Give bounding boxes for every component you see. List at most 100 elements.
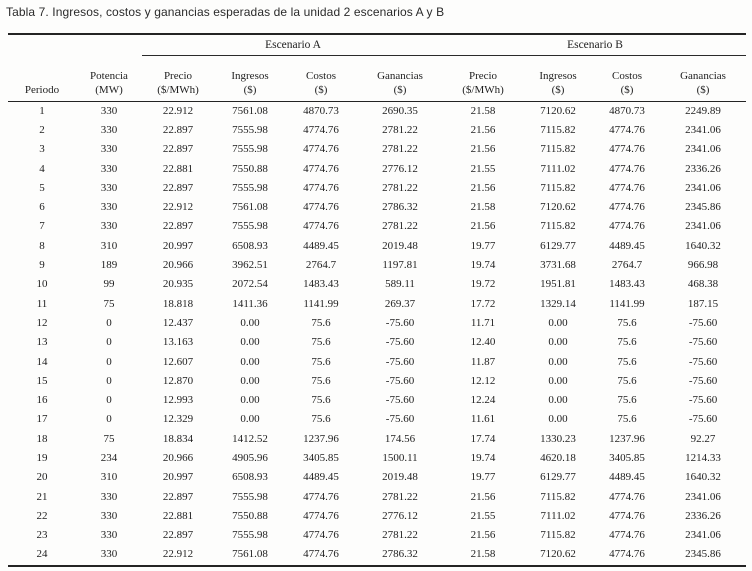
column-header-line1: Ingresos [231,69,269,82]
column-header-line1: Ganancias [377,69,423,82]
table-cell: 174.56 [384,432,416,445]
table-cell: 0 [106,316,112,329]
column-header-line1: Ingresos [539,69,577,82]
table-cell: 4774.76 [303,123,339,136]
table-cell: 310 [100,471,118,484]
table-cell: 1141.99 [303,297,339,310]
table-cell: 7555.98 [232,181,268,194]
table-cell: 4489.45 [303,471,339,484]
table-cell: 6129.77 [540,239,576,252]
table-cell: 14 [36,355,48,368]
table-cell: 2341.06 [685,490,721,503]
table-cell: 19.74 [470,451,496,464]
table-cell: 92.27 [690,432,716,445]
table-cell: 21 [36,490,48,503]
table-cell: 2776.12 [382,509,418,522]
table-row: 23 330 22.897 7555.98 4774.76 2781.22 21.56 711… [8,526,746,545]
table-cell: 17 [36,413,48,426]
table-cell: 966.98 [687,259,719,272]
column-header-costos-b: Costos ($) [594,55,661,102]
table-cell: 22.881 [162,162,194,175]
table-cell: 19.77 [470,471,496,484]
table-cell: 75.6 [617,336,637,349]
table-cell: 189 [100,259,118,272]
table-cell: 4774.76 [303,548,339,561]
table-cell: 22.912 [162,201,194,214]
table-cell: 4774.76 [303,143,339,156]
table-cell: 21.56 [470,181,496,194]
table-cell: 6129.77 [540,471,576,484]
table-cell: 4870.73 [609,104,645,117]
table-cell: 15 [36,374,48,387]
table-cell: 13 [36,336,48,349]
table-cell: 330 [100,529,118,542]
table-cell: 75 [103,297,115,310]
table-cell: 21.58 [470,104,496,117]
table-cell: -75.60 [688,355,718,368]
table-row: 17 0 12.329 0.00 75.6 -75.60 11.61 0.00 75.6 -75.… [8,410,746,429]
table-cell: 0.00 [240,413,260,426]
table-cell: 4774.76 [609,509,645,522]
table-cell: 21.56 [470,529,496,542]
table-row: 1 330 22.912 7561.08 4870.73 2690.35 21.58 7120… [8,101,746,121]
column-header-line1: Potencia [90,69,128,82]
table-cell: 3 [39,143,45,156]
table-cell: 2019.48 [382,471,418,484]
table-cell: 6508.93 [232,471,268,484]
table-row: 4 330 22.881 7550.88 4774.76 2776.12 21.55 7111… [8,159,746,178]
table-cell: 4774.76 [609,548,645,561]
table-row: 22 330 22.881 7550.88 4774.76 2776.12 21.55 711… [8,507,746,526]
table-cell: 7555.98 [232,490,268,503]
table-cell: 22.897 [162,143,194,156]
table-cell: 22.912 [162,104,194,117]
table-title: Tabla 7. Ingresos, costos y ganancias es… [6,5,445,19]
table-cell: 7120.62 [540,548,576,561]
table-row: 14 0 12.607 0.00 75.6 -75.60 11.87 0.00 75.6 -75.… [8,352,746,371]
table-cell: 330 [100,220,118,233]
table-row: 20 310 20.997 6508.93 4489.45 2019.48 19.77 612… [8,468,746,487]
table-cell: 330 [100,143,118,156]
table-cell: 330 [100,201,118,214]
table-cell: 2764.7 [611,259,643,272]
table-cell: 20.966 [162,259,194,272]
table-cell: 1330.23 [540,432,576,445]
table-cell: 1197.81 [382,259,418,272]
table-cell: 7555.98 [232,220,268,233]
table-cell: 11.87 [470,355,496,368]
table-cell: 19 [36,451,48,464]
table-cell: 2336.26 [685,509,721,522]
table-cell: 187.15 [687,297,719,310]
table-cell: 21.55 [470,162,496,175]
column-header-line2: ($) [620,84,634,97]
table-cell: 4620.18 [540,451,576,464]
table-cell: 11 [36,297,48,310]
table-cell: 1214.33 [685,451,721,464]
table-cell: 4489.45 [609,471,645,484]
table-cell: 7 [39,220,45,233]
table-cell: 7111.02 [540,162,576,175]
table-cell: 11.61 [470,413,496,426]
table-cell: 234 [100,451,118,464]
table-cell: 4 [39,162,45,175]
table-cell: 3731.68 [540,259,576,272]
table-row: 3 330 22.897 7555.98 4774.76 2781.22 21.56 7115… [8,140,746,159]
table-cell: 4774.76 [609,529,645,542]
table-cell: 19.77 [470,239,496,252]
table-cell: 12.12 [470,374,496,387]
table-cell: 0.00 [548,316,568,329]
table-cell: 1329.14 [540,297,576,310]
table-cell: 8 [39,239,45,252]
table-cell: 4774.76 [303,529,339,542]
column-header-line2: ($) [393,84,407,97]
table-cell: -75.60 [688,394,718,407]
table-cell: 1640.32 [685,471,721,484]
table-cell: 4489.45 [609,239,645,252]
table-cell: 2781.22 [382,529,418,542]
table-cell: -75.60 [385,413,415,426]
table-row: 11 75 18.818 1411.36 1141.99 269.37 17.72 1329.… [8,294,746,313]
table-cell: 4774.76 [303,509,339,522]
table-cell: 2249.89 [685,104,721,117]
column-header-line2: ($) [696,84,710,97]
column-header-precio-b: Precio ($/MWh) [444,55,523,102]
column-header-precio-a: Precio ($/MWh) [142,55,214,102]
